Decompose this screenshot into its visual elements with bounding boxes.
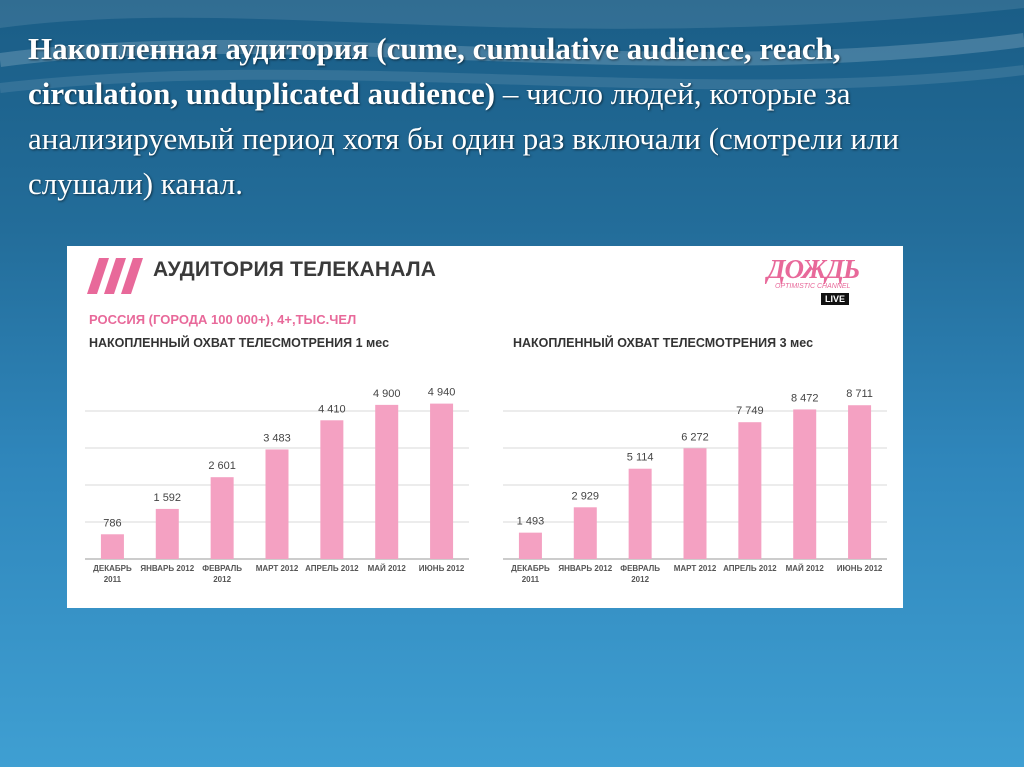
bar <box>683 448 707 559</box>
logo-live-badge: LIVE <box>821 293 850 305</box>
data-label: 1 592 <box>154 492 182 504</box>
category-label: ИЮНЬ 2012 <box>837 564 883 573</box>
category-label: МАРТ 2012 <box>674 564 717 573</box>
bar <box>848 405 872 559</box>
slide-heading: Накопленная аудитория (cume, cumulative … <box>28 26 988 206</box>
data-label: 5 114 <box>627 452 654 464</box>
data-label: 2 601 <box>208 460 236 472</box>
category-label: ЯНВАРЬ 2012 <box>558 564 612 573</box>
bar <box>265 449 289 559</box>
bar <box>518 532 542 559</box>
category-label: ДЕКАБРЬ <box>511 564 550 573</box>
bar <box>375 404 399 559</box>
data-label: 8 472 <box>791 392 819 404</box>
data-label: 1 493 <box>517 516 545 528</box>
category-label: ЯНВАРЬ 2012 <box>140 564 194 573</box>
panel-title: АУДИТОРИЯ ТЕЛЕКАНАЛА <box>153 258 437 281</box>
chart-panel: АУДИТОРИЯ ТЕЛЕКАНАЛА РОССИЯ (ГОРОДА 100 … <box>67 246 903 608</box>
header-swoosh <box>0 0 1024 93</box>
brand-stripes-icon <box>87 258 143 294</box>
logo-tagline: OPTIMISTIC CHANNEL <box>775 283 851 290</box>
chart1-title: НАКОПЛЕННЫЙ ОХВАТ ТЕЛЕСМОТРЕНИЯ 1 мес <box>89 336 390 350</box>
chart-1-month: 786 ДЕКАБРЬ 2011 1 592 ЯНВАРЬ 2012 2 601 ФЕВРА… <box>85 387 469 584</box>
bar <box>738 422 762 559</box>
panel-subtitle: РОССИЯ (ГОРОДА 100 000+), 4+,ТЫС.ЧЕЛ <box>89 312 357 327</box>
category-label: АПРЕЛЬ 2012 <box>305 564 359 573</box>
bar <box>628 468 652 559</box>
category-label: 2012 <box>631 575 649 584</box>
category-label: ИЮНЬ 2012 <box>419 564 465 573</box>
category-label: МАЙ 2012 <box>786 564 825 573</box>
bar <box>573 507 597 559</box>
category-label: ФЕВРАЛЬ <box>620 564 660 573</box>
data-label: 3 483 <box>263 432 291 444</box>
logo-word: ДОЖДЬ <box>767 254 860 284</box>
heading-rest-part: – число людей, которые за анализируемый … <box>28 76 900 201</box>
data-label: 4 900 <box>373 388 401 400</box>
chart-3-month: 1 493 ДЕКАБРЬ 2011 2 929 ЯНВАРЬ 2012 5 114 ФЕВ… <box>503 388 887 584</box>
bar <box>100 534 124 559</box>
category-label: 2012 <box>213 575 231 584</box>
category-label: 2011 <box>104 575 122 584</box>
bar <box>320 420 344 559</box>
data-label: 6 272 <box>681 431 709 443</box>
bar <box>210 477 234 559</box>
data-label: 7 749 <box>736 405 764 417</box>
heading-bold-part: Накопленная аудитория (cume, cumulative … <box>28 31 841 111</box>
category-label: 2011 <box>522 575 540 584</box>
bar <box>793 409 817 559</box>
data-label: 4 410 <box>318 403 346 415</box>
dozhd-logo: ДОЖДЬ OPTIMISTIC CHANNEL LIVE <box>761 252 889 308</box>
data-label: 8 711 <box>846 388 873 400</box>
category-label: ДЕКАБРЬ <box>93 564 132 573</box>
category-label: МАРТ 2012 <box>256 564 299 573</box>
data-label: 4 940 <box>428 387 456 399</box>
bar <box>155 508 179 559</box>
bar <box>430 403 454 559</box>
data-label: 2 929 <box>572 490 600 502</box>
category-label: АПРЕЛЬ 2012 <box>723 564 777 573</box>
data-label: 786 <box>103 517 121 529</box>
category-label: ФЕВРАЛЬ <box>202 564 242 573</box>
chart2-title: НАКОПЛЕННЫЙ ОХВАТ ТЕЛЕСМОТРЕНИЯ 3 мес <box>513 336 814 350</box>
category-label: МАЙ 2012 <box>368 564 407 573</box>
